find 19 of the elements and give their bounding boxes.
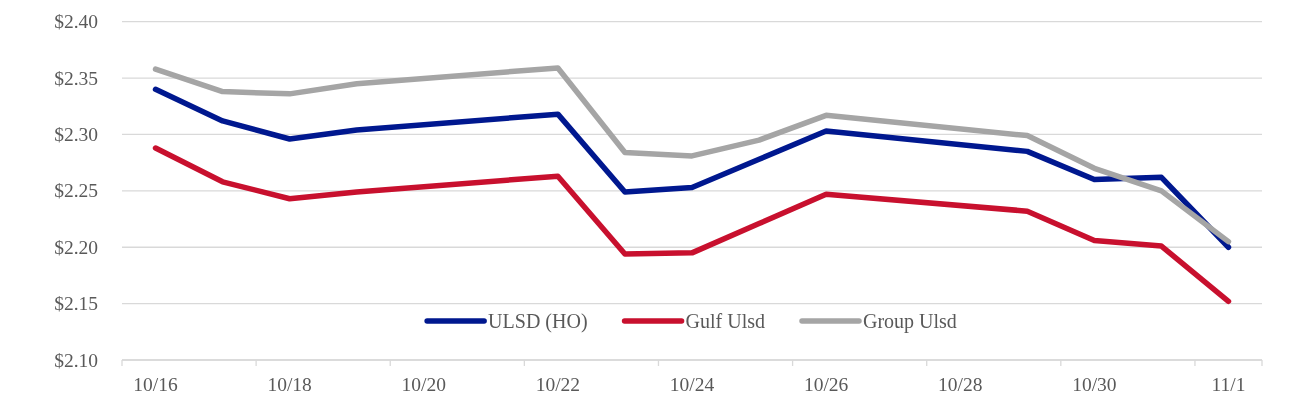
y-tick-label: $2.40 bbox=[54, 11, 98, 33]
x-tick-label: 10/16 bbox=[133, 374, 178, 395]
legend-label: Group Ulsd bbox=[863, 310, 957, 333]
x-tick-label: 10/28 bbox=[938, 374, 983, 395]
legend-label: Gulf Ulsd bbox=[685, 310, 765, 332]
x-tick-label: 10/22 bbox=[535, 374, 581, 395]
y-tick-label: $2.20 bbox=[54, 236, 98, 258]
y-tick-label: $2.25 bbox=[54, 180, 98, 202]
y-tick-label: $2.35 bbox=[54, 67, 98, 89]
x-tick-label: 10/24 bbox=[669, 374, 715, 395]
x-tick-label: 10/18 bbox=[267, 374, 312, 395]
y-tick-label: $2.10 bbox=[54, 349, 98, 371]
legend-label: ULSD (HO) bbox=[488, 310, 588, 333]
x-tick-label: 10/20 bbox=[401, 374, 446, 395]
y-tick-label: $2.15 bbox=[54, 293, 98, 315]
y-tick-label: $2.30 bbox=[54, 123, 98, 145]
x-tick-label: 11/1 bbox=[1211, 374, 1246, 395]
x-tick-label: 10/30 bbox=[1072, 374, 1117, 395]
x-tick-label: 10/26 bbox=[803, 374, 849, 395]
